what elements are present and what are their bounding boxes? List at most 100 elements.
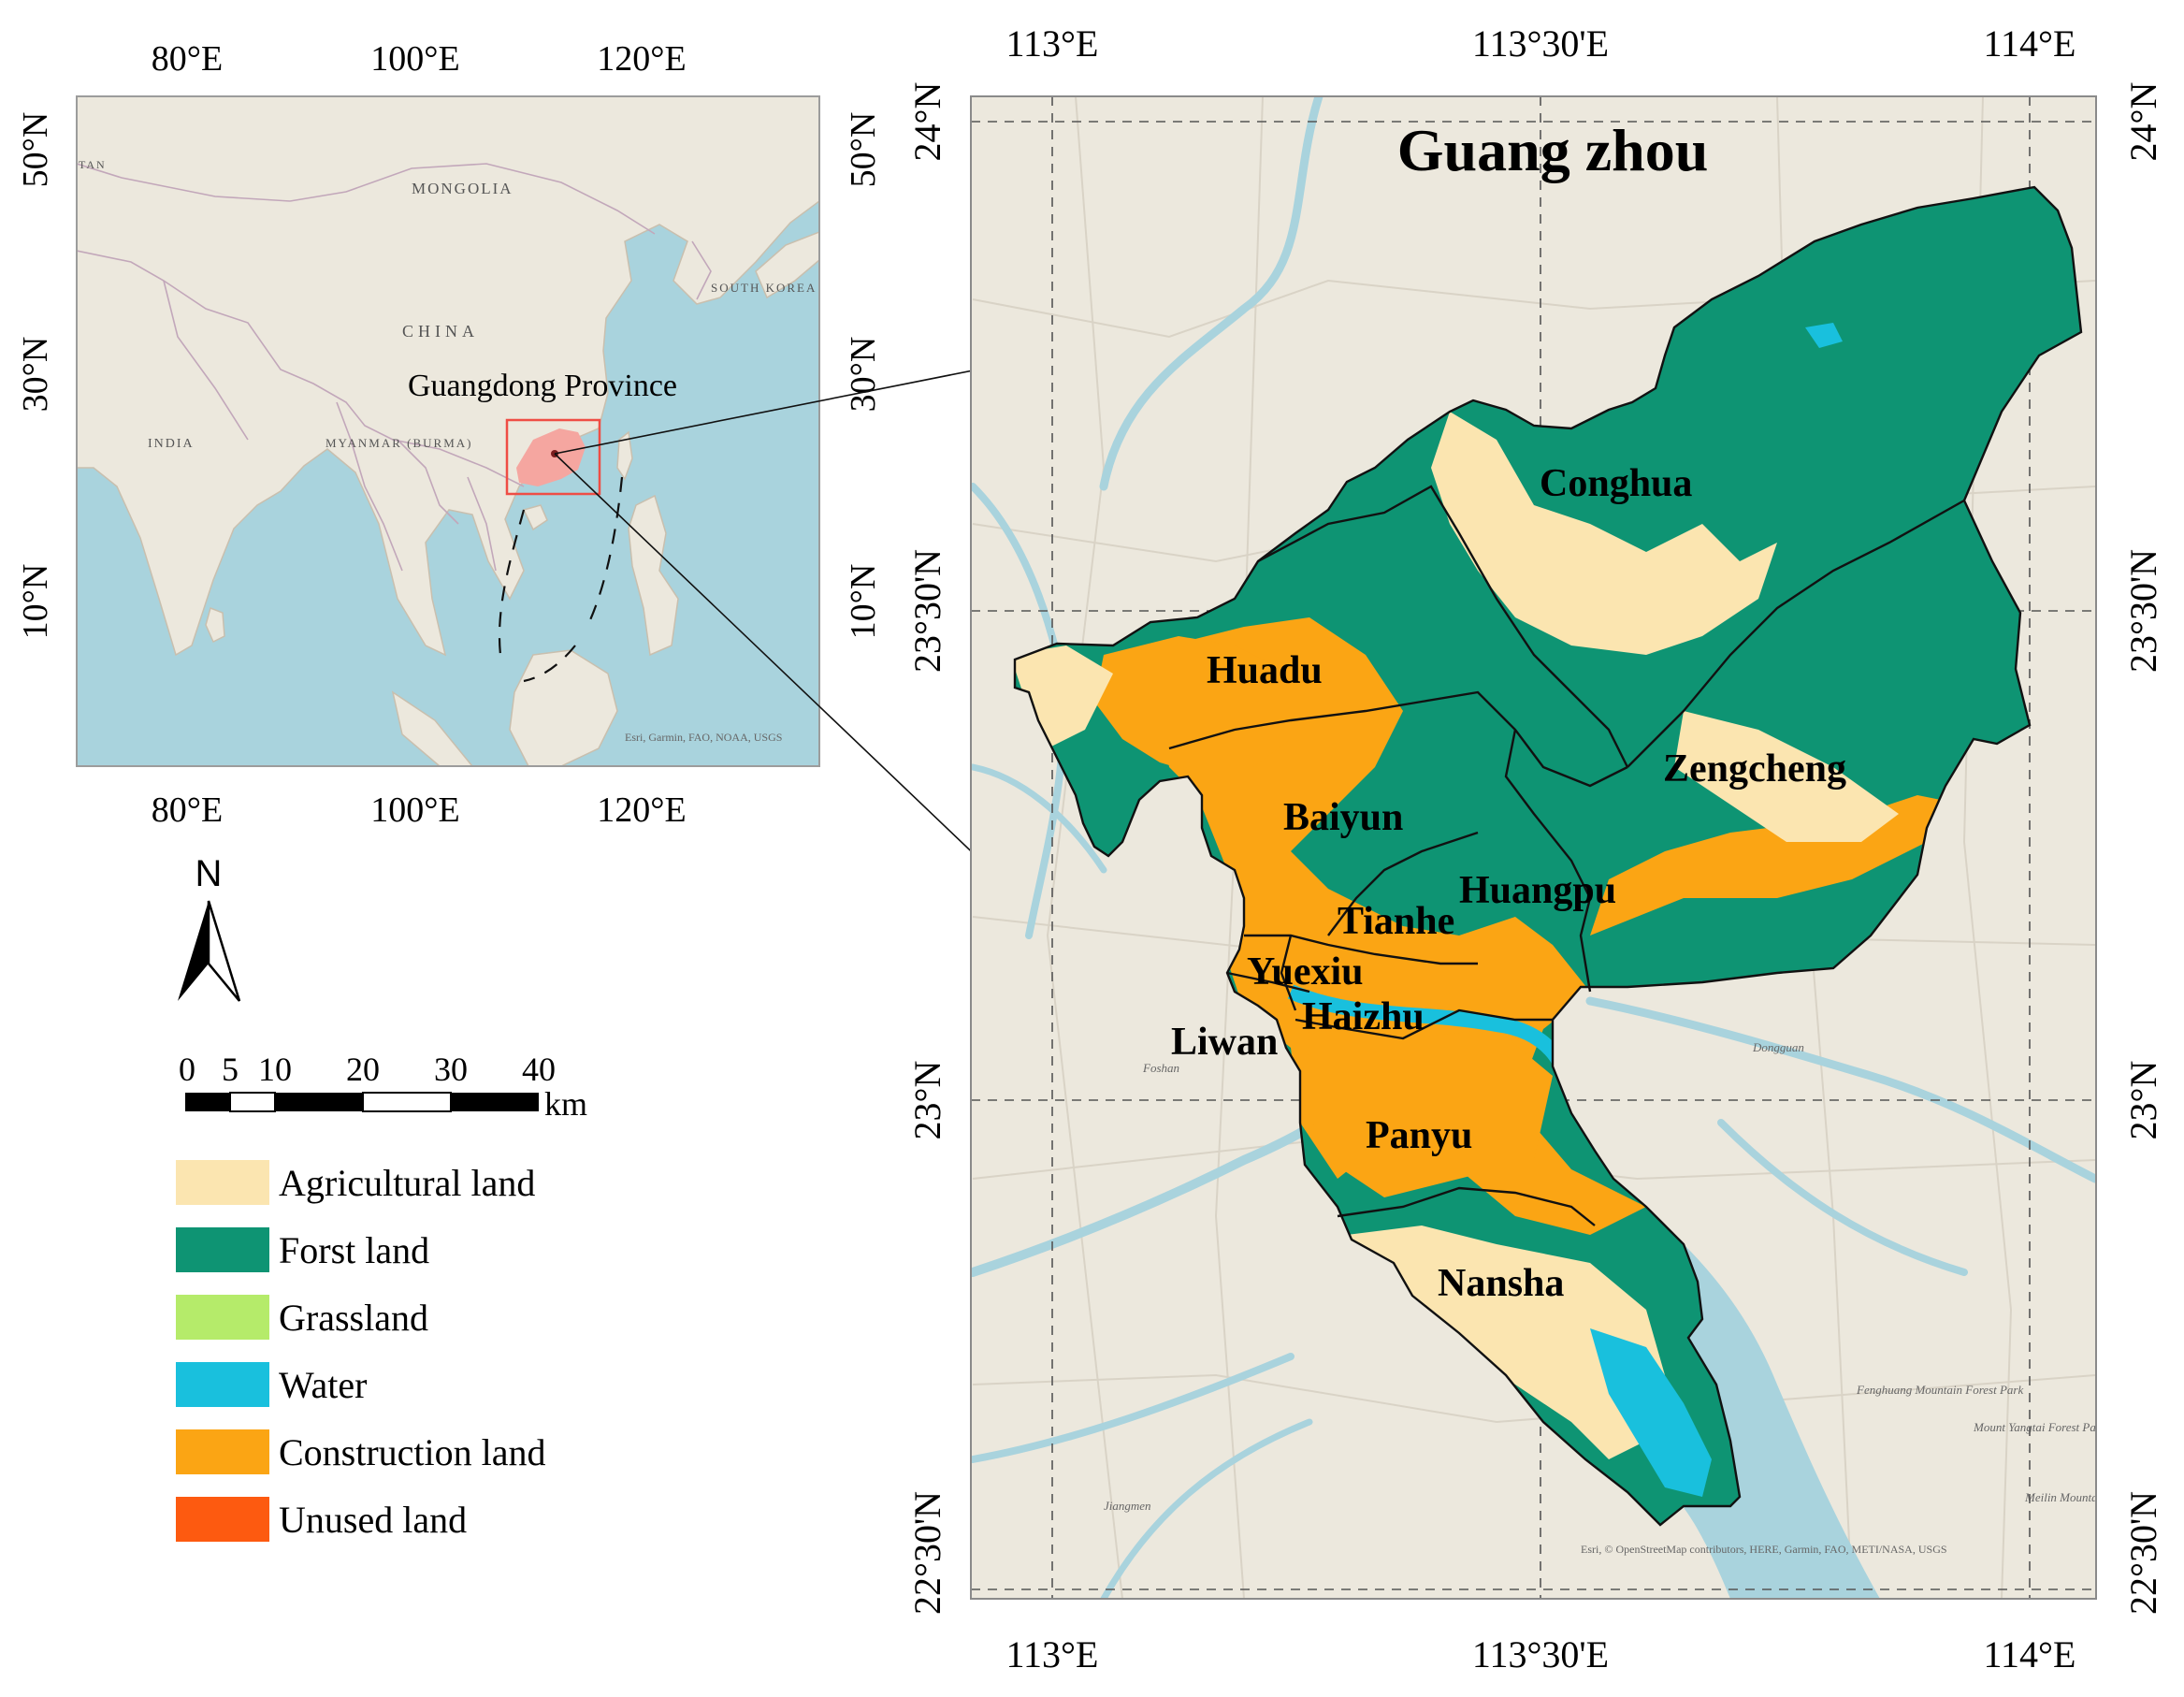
inset-lat-ticks-left: 50°N 30°N 10°N <box>16 112 55 640</box>
main-lat-tick-left-22-30: 22°30'N <box>906 1491 948 1615</box>
legend-label-grassland: Grassland <box>279 1297 428 1339</box>
legend-swatch-unused <box>176 1497 269 1542</box>
landuse-water-pearl-river <box>1287 984 1569 1070</box>
scale-bar-ticks: 0 5 10 20 30 40 <box>179 1051 556 1088</box>
north-arrow-label: N <box>195 853 223 894</box>
landuse-construction-core <box>1160 617 1646 1235</box>
north-arrow-right-half <box>207 900 241 1002</box>
inset-lat-tick-right-50: 50°N <box>844 112 883 188</box>
legend-item-agricultural: Agricultural land <box>176 1160 535 1205</box>
legend-swatch-agricultural <box>176 1160 269 1205</box>
main-lat-tick-right-24: 24°N <box>2122 82 2164 162</box>
country-label-china: CHINA <box>402 322 479 341</box>
country-label-myanmar: MYANMAR (BURMA) <box>325 436 473 450</box>
island-hainan <box>522 504 548 531</box>
main-lat-ticks-left: 24°N 23°30'N 23°N 22°30'N <box>906 82 948 1615</box>
inset-lat-ticks-right: 50°N 30°N 10°N <box>844 112 883 640</box>
main-lon-tick-bottom-113: 113°E <box>1006 1633 1099 1675</box>
country-label-tan: TAN <box>79 158 107 171</box>
scale-tick-0: 0 <box>179 1051 195 1088</box>
legend: Agricultural land Forst land Grassland W… <box>176 1160 546 1542</box>
place-label-jiangmen: Jiangmen <box>1104 1499 1151 1513</box>
inset-dashed-boundary <box>498 476 624 683</box>
inset-frame <box>76 95 820 767</box>
main-lat-tick-right-22-30: 22°30'N <box>2122 1491 2164 1615</box>
main-lon-ticks-top: 113°E 113°30'E 114°E <box>1006 22 2076 65</box>
landuse-agri-conghua <box>1431 412 1777 655</box>
guangdong-highlight <box>516 428 586 486</box>
inset-lat-tick-right-30: 30°N <box>844 337 883 413</box>
district-label-panyu: Panyu <box>1366 1114 1472 1157</box>
district-label-yuexiu: Yuexiu <box>1247 950 1364 994</box>
legend-label-unused: Unused land <box>279 1499 467 1541</box>
inset-lon-ticks-bottom: 80°E 100°E 120°E <box>152 790 687 830</box>
landuse-water-estuary <box>1590 1328 1712 1497</box>
district-labels: Conghua Huadu Zengcheng Baiyun Huangpu T… <box>1171 462 1846 1305</box>
inset-lon-tick-top-80: 80°E <box>152 39 223 79</box>
main-lon-tick-bottom-113-30: 113°30'E <box>1472 1633 1609 1675</box>
guangdong-province-label: Guangdong Province <box>408 369 677 403</box>
main-lat-tick-right-23-30: 23°30'N <box>2122 549 2164 673</box>
guangdong-extent-box <box>505 418 601 496</box>
scale-segment-4 <box>362 1092 452 1112</box>
inset-lon-ticks-top: 80°E 100°E 120°E <box>152 39 687 79</box>
main-lat-tick-left-24: 24°N <box>906 82 948 162</box>
inset-lat-tick-left-30: 30°N <box>16 337 55 413</box>
scale-segment-2 <box>229 1092 276 1112</box>
scale-segment-1 <box>185 1093 230 1111</box>
legend-swatch-water <box>176 1362 269 1407</box>
legend-swatch-grassland <box>176 1295 269 1340</box>
inset-lon-tick-bottom-120: 120°E <box>597 790 686 830</box>
inset-attribution: Esri, Garmin, FAO, NOAA, USGS <box>625 731 782 744</box>
scale-segment-3 <box>275 1093 363 1111</box>
legend-item-grassland: Grassland <box>176 1295 428 1340</box>
main-lon-tick-top-113-30: 113°30'E <box>1472 22 1609 65</box>
inset-lon-tick-bottom-80: 80°E <box>152 790 223 830</box>
scale-bar-unit: km <box>544 1085 587 1123</box>
asia-landmass <box>77 96 819 657</box>
landuse-construction-panyu <box>1305 1029 1553 1197</box>
country-label-india: INDIA <box>148 437 195 451</box>
inset-lat-tick-right-10: 10°N <box>844 564 883 640</box>
main-lat-tick-left-23-30: 23°30'N <box>906 549 948 673</box>
north-arrow: N <box>178 853 241 1002</box>
inset-lon-tick-top-120: 120°E <box>597 39 686 79</box>
country-label-south-korea: SOUTH KOREA <box>711 281 817 295</box>
legend-label-forest: Forst land <box>279 1229 429 1271</box>
island-sumatra <box>391 690 473 766</box>
place-label-yangtai: Mount Yangtai Forest Park <box>1973 1420 2106 1434</box>
inset-basemap <box>77 96 819 766</box>
main-lat-ticks-right: 24°N 23°30'N 23°N 22°30'N <box>2122 82 2164 1615</box>
legend-item-unused: Unused land <box>176 1497 467 1542</box>
district-label-tianhe: Tianhe <box>1338 900 1454 943</box>
scale-tick-30: 30 <box>434 1051 468 1088</box>
main-frame <box>970 95 2097 1600</box>
main-lat-tick-left-23: 23°N <box>906 1061 948 1140</box>
main-lat-tick-right-23: 23°N <box>2122 1061 2164 1140</box>
district-label-huadu: Huadu <box>1207 649 1323 692</box>
place-label-meilin: Meilin Mountain Country Park <box>2024 1490 2177 1504</box>
district-label-huangpu: Huangpu <box>1459 869 1616 912</box>
place-label-fenghuang: Fenghuang Mountain Forest Park <box>1856 1383 2023 1397</box>
inset-lat-tick-left-50: 50°N <box>16 112 55 188</box>
place-label-dongguan: Dongguan <box>1752 1040 1804 1054</box>
landuse-agri-nansha <box>1347 1226 1665 1459</box>
inset-country-labels: MONGOLIA CHINA SOUTH KOREA INDIA MYANMAR… <box>79 158 817 451</box>
legend-swatch-forest <box>176 1227 269 1272</box>
district-label-zengcheng: Zengcheng <box>1663 747 1846 790</box>
scale-tick-40: 40 <box>522 1051 556 1088</box>
inset-map: MONGOLIA CHINA SOUTH KOREA INDIA MYANMAR… <box>16 39 883 830</box>
island-borneo <box>509 649 618 766</box>
scale-bar: 0 5 10 20 30 40 km <box>179 1051 587 1123</box>
basemap-place-labels: Foshan Dongguan Jiangmen Fenghuang Mount… <box>1104 1040 2177 1513</box>
legend-label-agricultural: Agricultural land <box>279 1162 535 1204</box>
main-attribution: Esri, © OpenStreetMap contributors, HERE… <box>1581 1543 1947 1556</box>
main-map: Foshan Dongguan Jiangmen Fenghuang Mount… <box>906 22 2177 1675</box>
main-lon-tick-top-113: 113°E <box>1006 22 1099 65</box>
legend-item-forest: Forst land <box>176 1227 429 1272</box>
district-label-conghua: Conghua <box>1540 462 1692 505</box>
main-lon-tick-top-114: 114°E <box>1984 22 2076 65</box>
country-label-mongolia: MONGOLIA <box>412 180 513 197</box>
legend-swatch-construction <box>176 1429 269 1474</box>
